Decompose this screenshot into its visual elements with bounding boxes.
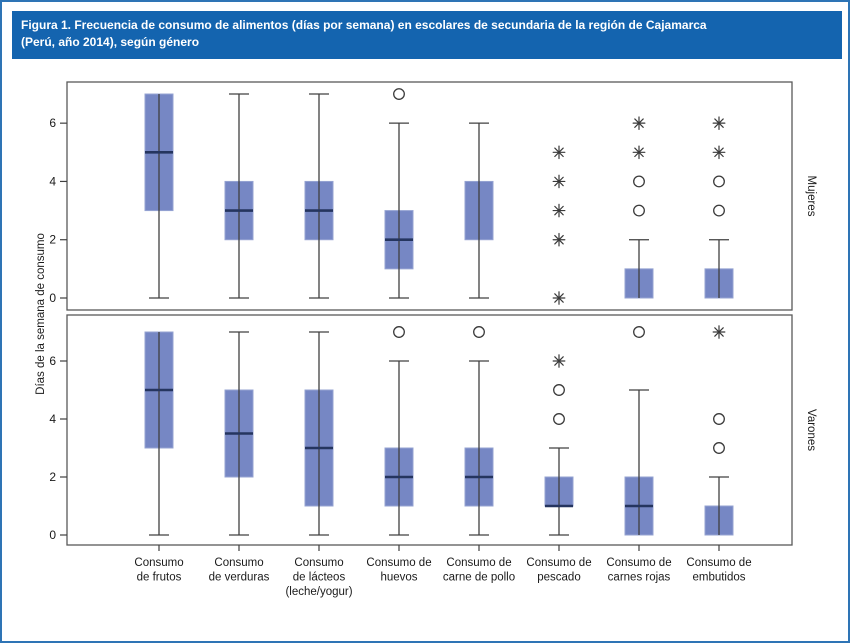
extreme-asterisk — [554, 234, 564, 245]
y-tick-label: 2 — [49, 233, 56, 247]
extreme-asterisk — [554, 176, 564, 187]
outlier-circle — [713, 442, 725, 454]
category-label: Consumo — [214, 557, 263, 569]
figure-title-line-2: (Perú, año 2014), según género — [21, 35, 200, 50]
category-label: de verduras — [209, 572, 270, 584]
outlier-circle — [633, 204, 645, 217]
panel-label-varones: Varones — [805, 409, 817, 451]
extreme-asterisk — [714, 147, 724, 158]
y-tick-label: 0 — [49, 528, 56, 542]
y-axis-title: Días de la semana de consumo — [35, 233, 47, 395]
panel-border — [66, 81, 793, 311]
category-label: Consumo — [134, 557, 183, 569]
outlier-circle — [553, 384, 565, 396]
outlier-circle — [473, 326, 485, 338]
category-label: pescado — [537, 572, 580, 584]
panel-label-mujeres: Mujeres — [805, 176, 817, 217]
outlier-circle — [393, 88, 405, 100]
y-tick-label: 6 — [49, 354, 56, 368]
outlier-circle — [713, 413, 725, 425]
outlier-circle — [713, 175, 725, 188]
category-label: Consumo de — [686, 557, 751, 569]
category-label: de lácteos — [293, 572, 346, 584]
panel-border — [66, 314, 793, 546]
figure-title-line-1: Figura 1. Frecuencia de consumo de alime… — [21, 18, 707, 32]
category-label: de frutos — [137, 572, 182, 584]
category-label: carnes rojas — [608, 572, 671, 584]
y-tick-label: 6 — [49, 116, 56, 130]
y-tick-label: 4 — [49, 412, 56, 426]
figure-title-bar: Figura 1. Frecuencia de consumo de alime… — [12, 11, 842, 59]
extreme-asterisk — [714, 118, 724, 128]
outlier-circle — [713, 204, 725, 217]
extreme-asterisk — [634, 118, 644, 128]
outlier-circle — [393, 326, 405, 338]
outlier-circle — [553, 413, 565, 425]
category-label: Consumo de — [366, 557, 431, 569]
category-label: Consumo de — [606, 557, 671, 569]
category-label: huevos — [380, 572, 417, 584]
outlier-circle — [633, 175, 645, 188]
category-label: embutidos — [692, 572, 745, 584]
outlier-circle — [633, 326, 645, 338]
category-label: (leche/yogur) — [285, 586, 352, 598]
y-tick-label: 2 — [49, 470, 56, 484]
extreme-asterisk — [714, 327, 724, 337]
category-label: carne de pollo — [443, 572, 515, 584]
extreme-asterisk — [554, 293, 564, 303]
category-label: Consumo de — [446, 557, 511, 569]
extreme-asterisk — [554, 356, 564, 366]
extreme-asterisk — [554, 147, 564, 158]
extreme-asterisk — [554, 205, 564, 216]
y-tick-label: 0 — [49, 291, 56, 305]
category-label: Consumo — [294, 557, 343, 569]
extreme-asterisk — [634, 147, 644, 158]
category-label: Consumo de — [526, 557, 591, 569]
y-tick-label: 4 — [49, 174, 56, 188]
